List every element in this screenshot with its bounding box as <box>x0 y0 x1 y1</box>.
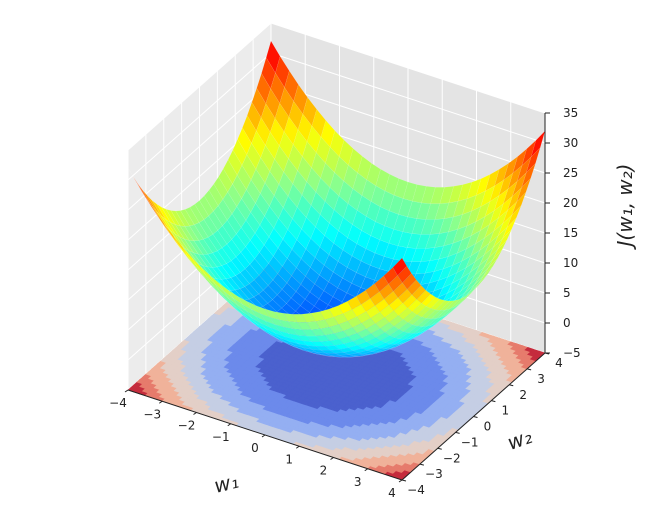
y-axis-title: w₂ <box>504 424 535 455</box>
z-axis-title: J(w₁, w₂) <box>613 164 637 251</box>
z-gridline-right <box>270 22 546 114</box>
y-tick-mark <box>419 463 424 466</box>
surface-patch <box>402 273 417 290</box>
surface-patch <box>459 290 474 304</box>
y-tick-mark <box>455 431 460 434</box>
z-tick-label: 30 <box>563 136 578 150</box>
x-tick-mark <box>193 412 197 415</box>
y-tick-label: 3 <box>537 372 545 386</box>
surface-patch <box>464 285 479 301</box>
y-tick-mark <box>491 400 496 403</box>
y-tick-label: 1 <box>502 404 510 418</box>
z-gridline-left <box>127 52 272 181</box>
surface-patch <box>421 293 436 307</box>
surface-patch <box>397 265 412 284</box>
x-tick-label: 0 <box>251 441 259 455</box>
y-tick-mark <box>527 368 532 371</box>
z-tick-label: 5 <box>563 286 571 300</box>
x-tick-label: 4 <box>388 486 396 500</box>
y-tick-label: 2 <box>519 388 527 402</box>
surface-patch <box>425 296 441 309</box>
y-tick-mark <box>437 447 442 450</box>
surface-patch <box>449 297 465 309</box>
surface-patch <box>444 299 460 311</box>
z-tick-label: 35 <box>563 106 578 120</box>
y-tick-label: −2 <box>443 451 461 465</box>
z-gridline-right <box>270 82 546 174</box>
y-tick-mark <box>509 384 514 387</box>
x-tick-mark <box>261 434 266 438</box>
z-tick-label: 10 <box>563 256 578 270</box>
z-tick-label: 20 <box>563 196 578 210</box>
y-tick-label: −4 <box>407 483 425 497</box>
x-tick-label: −3 <box>143 407 161 421</box>
x-tick-mark <box>124 389 129 393</box>
y-tick-mark <box>401 479 407 482</box>
x-tick-label: −1 <box>212 430 230 444</box>
x-tick-mark <box>227 423 232 427</box>
x-tick-label: −2 <box>178 419 196 433</box>
z-tick-label: −5 <box>563 346 581 360</box>
x-tick-mark <box>295 445 300 449</box>
x-tick-mark <box>158 400 163 404</box>
z-tick-label: 25 <box>563 166 578 180</box>
y-tick-label: 4 <box>555 356 563 370</box>
surface-patch <box>430 298 446 311</box>
surface-patch <box>416 289 431 304</box>
surface-patch <box>435 300 451 311</box>
axis-lines <box>124 112 550 483</box>
x-tick-mark <box>330 457 334 460</box>
x-axis-title: w₁ <box>212 469 241 498</box>
x-tick-label: 3 <box>354 475 362 489</box>
x-tick-mark <box>364 468 369 472</box>
y-tick-label: 0 <box>484 420 492 434</box>
x-tick-label: −4 <box>109 396 127 410</box>
z-tick-label: 15 <box>563 226 578 240</box>
x-tick-mark <box>398 479 403 483</box>
z-tick-label: 0 <box>563 316 571 330</box>
z-gridline-left <box>127 22 272 151</box>
y-tick-label: −3 <box>425 467 443 481</box>
surface-patch <box>392 257 408 276</box>
z-gridline-left <box>127 82 272 211</box>
x-tick-label: 2 <box>320 464 328 478</box>
x-tick-label: 1 <box>285 452 293 466</box>
y-tick-label: −1 <box>461 435 479 449</box>
z-gridline-right <box>270 52 546 144</box>
y-tick-mark <box>473 416 478 418</box>
surface-patch <box>483 258 498 277</box>
surface-mesh <box>127 40 546 358</box>
